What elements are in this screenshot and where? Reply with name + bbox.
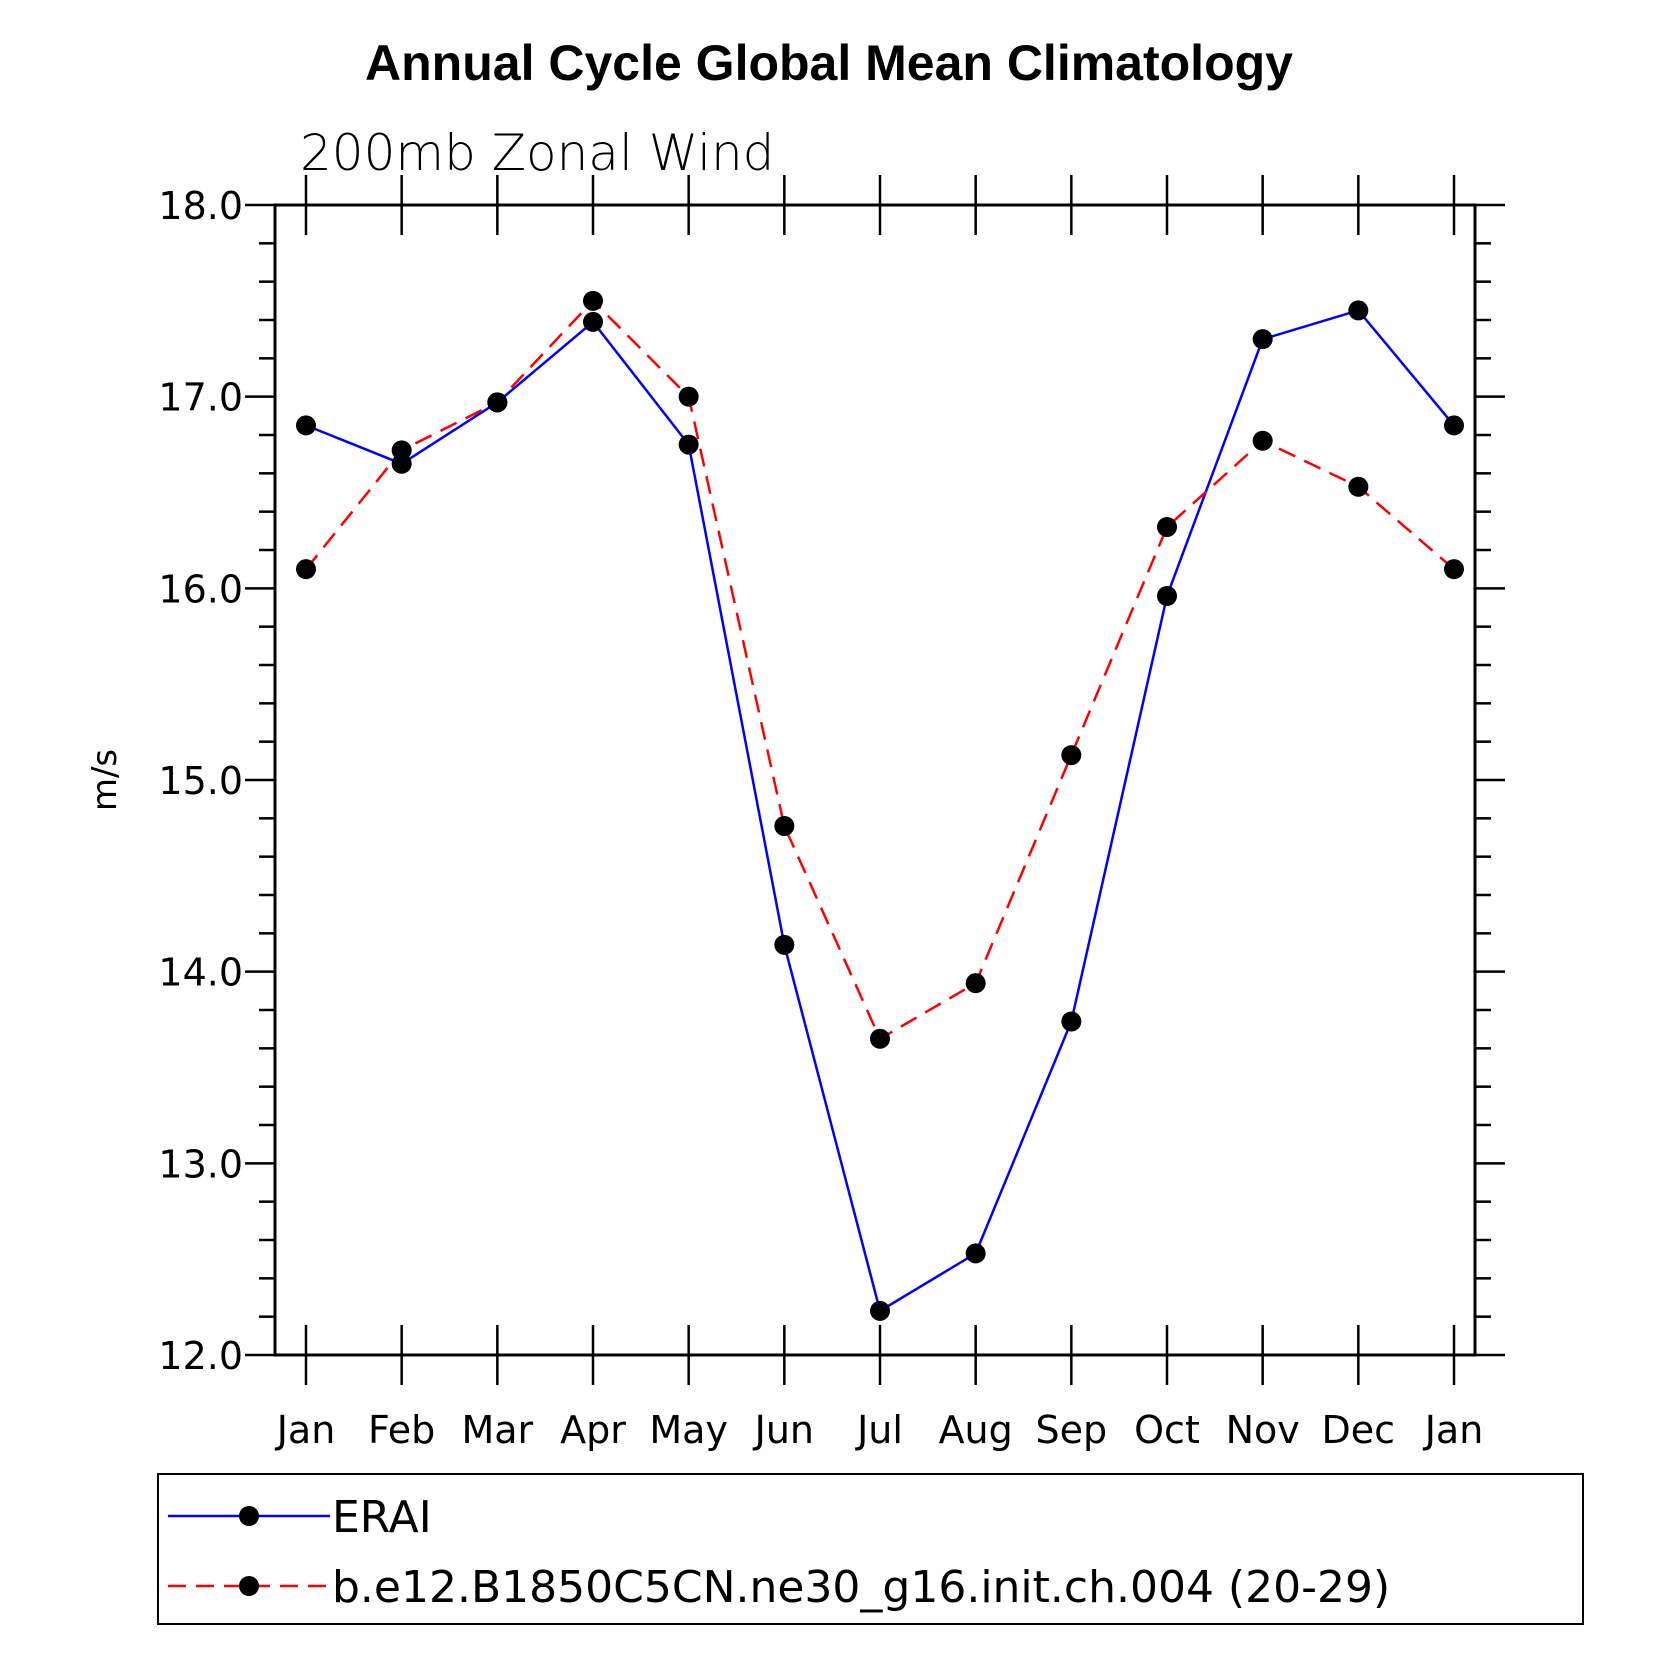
data-point-series-1 (1061, 1011, 1082, 1032)
legend-box (157, 1473, 1584, 1625)
series-line-1 (305, 308, 1455, 1313)
x-tick-label: Jul (855, 1408, 903, 1452)
x-tick-label: Dec (1322, 1408, 1396, 1452)
chart-subtitle: 200mb Zonal Wind (300, 124, 774, 182)
legend-label-2: b.e12.B1850C5CN.ne30_g16.init.ch.004 (20… (332, 1562, 1390, 1613)
x-tick-label: Mar (461, 1408, 533, 1452)
data-point-series-1 (678, 434, 699, 455)
x-tick-label: Aug (939, 1408, 1013, 1452)
axes: 12.0 13.0 14.0 15.0 16.0 17.0 18.0 Jan Feb Mar Apr… (85, 175, 1505, 1452)
y-tick-label: 14.0 (158, 951, 243, 995)
data-point-series-2 (1061, 745, 1082, 766)
data-point-series-2 (391, 440, 412, 461)
series-line-2 (305, 299, 1455, 1041)
data-point-series-2 (487, 392, 508, 413)
data-point-series-2 (1348, 476, 1369, 497)
x-tick-label: Apr (560, 1408, 626, 1452)
data-point-series-2 (1444, 559, 1464, 580)
data-point-series-1 (583, 311, 603, 332)
data-point-series-1 (296, 415, 316, 436)
data-point-series-2 (774, 816, 795, 836)
y-tick-label: 13.0 (158, 1142, 243, 1186)
x-tick-label: Oct (1134, 1408, 1200, 1452)
x-tick-label: Feb (368, 1408, 435, 1452)
legend: ERAI b.e12.B1850C5CN.ne30_g16.init.ch.004… (157, 1473, 1584, 1625)
data-point-series-1 (965, 1243, 986, 1264)
y-tick-label: 18.0 (158, 184, 243, 228)
data-point-series-2 (678, 386, 699, 407)
x-tick-label: Sep (1036, 1408, 1108, 1452)
data-point-series-2 (1252, 430, 1273, 451)
x-tick-label: Jan (275, 1408, 336, 1452)
data-point-series-2 (1157, 517, 1177, 537)
data-point-series-1 (1157, 586, 1177, 606)
y-tick-label: 17.0 (158, 376, 243, 420)
data-point-series-1 (870, 1300, 890, 1321)
data-point-series-1 (1348, 300, 1369, 321)
y-axis-label: m/s (85, 749, 125, 811)
y-tick-label: 12.0 (158, 1334, 243, 1378)
legend-label-1: ERAI (332, 1492, 432, 1543)
series-group (296, 290, 1464, 1321)
plot-frame (273, 203, 1477, 1357)
chart-title: Annual Cycle Global Mean Climatology (365, 35, 1293, 91)
x-tick-label: Jun (753, 1408, 814, 1452)
x-tick-label: May (649, 1408, 728, 1452)
data-point-series-1 (774, 934, 795, 955)
data-point-series-1 (1444, 415, 1464, 436)
data-point-series-2 (296, 559, 316, 580)
legend-marker-2 (239, 1576, 259, 1596)
data-point-series-2 (583, 290, 603, 311)
legend-marker-1 (239, 1506, 259, 1526)
data-point-series-2 (965, 973, 986, 994)
data-point-series-2 (870, 1028, 890, 1049)
data-point-series-1 (1252, 329, 1273, 350)
x-tick-label: Jan (1423, 1408, 1484, 1452)
y-tick-label: 15.0 (158, 759, 243, 803)
y-tick-label: 16.0 (158, 567, 243, 611)
x-tick-label: Nov (1226, 1408, 1300, 1452)
